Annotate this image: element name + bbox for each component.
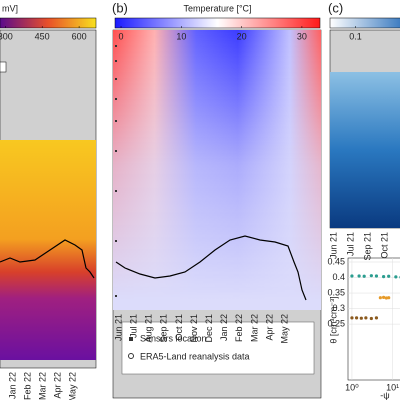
era5-line: [115, 235, 307, 301]
x-tick-label: Jan 22: [7, 372, 17, 399]
colorbar-label: mV]: [2, 3, 18, 13]
colorbar-tick-label: 300: [0, 31, 13, 41]
colorbar-tick-label: 20: [237, 31, 247, 41]
data-point: [359, 316, 363, 320]
data-point: [374, 274, 379, 278]
y-axis-label: θ [cm³cm⁻³]: [328, 296, 338, 343]
colorbar-tick-label: 450: [35, 31, 50, 41]
data-point: [362, 274, 366, 278]
y-tick-label: 0.4: [332, 272, 345, 282]
x-axis-label: -ψ: [380, 390, 389, 400]
data-point: [384, 296, 388, 300]
data-point: [357, 274, 361, 278]
data-point: [381, 274, 386, 279]
x-tick-label: Jun 21: [113, 314, 123, 341]
colorbar-tick-label: 0.1: [349, 31, 362, 41]
heatmap: [113, 30, 321, 310]
y-tick-label: 0.3: [332, 303, 345, 313]
legend-label: Sensors location: [140, 333, 207, 343]
colorbar-tick-label: 0: [119, 31, 124, 41]
data-point: [364, 316, 368, 320]
panel-label: (c): [328, 0, 343, 15]
x-tick-label: Feb 22: [234, 314, 244, 342]
x-tick-label: Sep 21: [159, 314, 169, 343]
x-tick-label: Jul 21: [128, 314, 138, 338]
x-tick-label: May 22: [279, 314, 289, 344]
x-tick-label: Apr 22: [52, 372, 62, 399]
y-tick-label: 0.25: [327, 318, 345, 328]
x-tick-label: Oct 21: [379, 232, 389, 259]
legend-box: [0, 61, 7, 73]
colorbar-label: Temperature [°C]: [183, 3, 251, 13]
x-tick-label: Apr 22: [264, 314, 274, 341]
data-point: [387, 274, 391, 278]
data-point: [354, 316, 359, 320]
y-tick-label: 0.45: [327, 256, 345, 266]
panel-label: (b): [112, 0, 128, 15]
data-point: [350, 316, 354, 320]
data-point: [350, 274, 354, 278]
era5-line: [0, 239, 95, 279]
legend-marker: [129, 337, 133, 341]
legend-label: ERA5-Land reanalysis data: [140, 351, 250, 361]
x-tick-label: 10⁰: [345, 382, 359, 392]
x-tick-label: Aug 21: [144, 314, 154, 343]
x-tick-label: Jun 21: [328, 232, 338, 259]
x-tick-label: Jan 22: [219, 314, 229, 341]
heatmap: [330, 72, 400, 228]
x-tick-label: Mar 22: [37, 372, 47, 400]
legend-box: [121, 321, 315, 375]
y-tick-label: 0.35: [327, 287, 345, 297]
data-point: [387, 296, 391, 300]
x-tick-label: Sep 21: [362, 232, 372, 261]
x-tick-label: Mar 22: [249, 314, 259, 342]
data-point: [374, 316, 379, 320]
data-point: [381, 295, 386, 299]
colorbar: [114, 17, 321, 29]
data-point: [378, 296, 382, 300]
sensor-markers: [115, 45, 117, 297]
data-point: [369, 316, 373, 321]
x-tick-label: Dec 21: [204, 314, 214, 343]
x-tick-label: Feb 22: [22, 372, 32, 400]
x-tick-label: Oct 21: [174, 314, 184, 341]
data-point: [369, 274, 373, 278]
colorbar: [329, 17, 400, 29]
heatmap: [0, 140, 96, 360]
colorbar-tick-label: 30: [297, 31, 307, 41]
colorbar: [0, 17, 97, 29]
data-point: [394, 275, 398, 279]
legend-marker: [128, 353, 134, 359]
x-tick-label: 10¹: [386, 382, 399, 392]
colorbar-tick-label: 600: [72, 31, 87, 41]
x-tick-label: Jul 21: [345, 232, 355, 256]
x-tick-label: May 22: [67, 372, 77, 400]
colorbar-tick-label: 10: [176, 31, 186, 41]
x-tick-label: Nov 21: [189, 314, 199, 343]
